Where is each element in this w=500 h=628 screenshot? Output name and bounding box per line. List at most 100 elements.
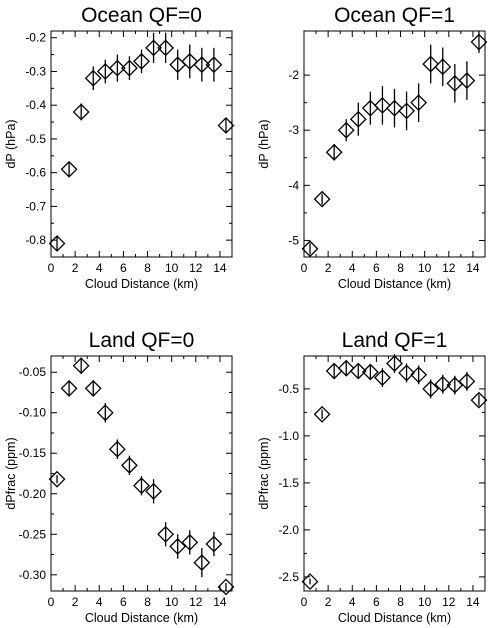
x-tick-label: 12 (442, 595, 456, 609)
y-tick-label: -0.4 (25, 98, 46, 112)
data-point (72, 103, 90, 121)
x-tick-label: 2 (325, 595, 332, 609)
data-point (386, 99, 403, 117)
chart-title: Ocean QF=0 (81, 4, 202, 27)
data-point (145, 482, 162, 500)
data-point (60, 379, 78, 397)
y-tick-label: -0.3 (25, 64, 46, 78)
plot-frame (50, 30, 233, 258)
plot-frame (303, 355, 486, 592)
y-axis-label: dP (hPa) (4, 119, 18, 168)
data-point (169, 538, 187, 555)
x-tick-label: 14 (213, 261, 227, 275)
data-point (458, 372, 476, 390)
data-point (48, 235, 66, 252)
x-tick-label: 12 (189, 595, 203, 609)
x-tick-label: 6 (120, 261, 127, 275)
chart-panel-3: Land QF=0 0 2 4 6 8 10 12 14 -0.30 -0.25 -0.20 -0.15… (4, 329, 235, 625)
data-point (386, 355, 403, 372)
y-tick-label: -0.10 (19, 406, 47, 420)
data-point (301, 573, 319, 591)
data-point (84, 379, 102, 397)
x-tick-label: 4 (96, 595, 103, 609)
y-tick-label: -4 (288, 178, 299, 192)
data-point (410, 366, 428, 384)
y-tick-label: -0.7 (25, 199, 46, 213)
x-axis-label: Cloud Distance (km) (85, 611, 198, 625)
chart-panel-2: Ocean QF=1 0 2 4 6 8 10 12 14 -5 -4 -3 -2 Cloud Dista… (257, 4, 488, 291)
data-point (470, 391, 488, 409)
data-point (337, 121, 355, 139)
x-tick-label: 8 (397, 261, 404, 275)
data-point (374, 96, 391, 114)
x-tick-label: 4 (96, 261, 103, 275)
data-point (325, 143, 343, 161)
data-point (48, 470, 66, 488)
data-point (193, 56, 211, 74)
chart-panel-4: Land QF=1 0 2 4 6 8 10 12 14 -2.5 -2.0 -1.5 -1.0 -0.5… (257, 329, 488, 625)
y-tick-label: -0.05 (19, 365, 47, 379)
data-point (205, 56, 223, 74)
x-axis-label: Cloud Distance (km) (85, 277, 198, 291)
y-axis-label: dPfrac (ppm) (4, 437, 18, 509)
data-point (96, 404, 114, 422)
data-point (72, 357, 90, 375)
data-point (217, 117, 235, 134)
x-tick-label: 4 (349, 261, 356, 275)
data-point (422, 55, 440, 73)
plot-frame (50, 355, 233, 592)
y-tick-label: -0.15 (19, 446, 47, 460)
y-tick-label: -0.8 (25, 233, 46, 247)
x-tick-label: 14 (466, 595, 480, 609)
y-tick-label: -0.20 (19, 487, 47, 501)
y-tick-label: -5 (288, 233, 299, 247)
x-tick-label: 2 (325, 261, 332, 275)
data-point (470, 33, 488, 51)
x-tick-label: 10 (418, 595, 432, 609)
data-point (398, 102, 415, 120)
data-point (313, 405, 331, 423)
y-tick-label: -1.5 (278, 476, 299, 490)
data-point (313, 190, 331, 208)
data-point (337, 359, 355, 377)
x-tick-label: 2 (72, 261, 79, 275)
data-point (193, 554, 211, 572)
x-tick-label: 14 (466, 261, 480, 275)
data-point (84, 69, 102, 87)
x-axis-label: Cloud Distance (km) (338, 611, 451, 625)
data-point (181, 52, 199, 70)
data-point (349, 362, 367, 380)
x-tick-label: 2 (72, 595, 79, 609)
data-point (133, 52, 150, 70)
chart-title: Land QF=1 (342, 329, 448, 352)
data-point (145, 39, 162, 57)
x-tick-label: 0 (301, 595, 308, 609)
data-point (108, 59, 126, 77)
y-tick-label: -3 (288, 123, 299, 137)
x-tick-label: 10 (418, 261, 432, 275)
data-point (205, 535, 223, 553)
x-tick-label: 14 (213, 595, 227, 609)
data-point (349, 110, 367, 128)
data-point (121, 456, 138, 474)
y-tick-label: -2 (288, 68, 299, 82)
data-point (121, 59, 138, 77)
x-tick-label: 8 (144, 261, 151, 275)
x-tick-label: 8 (144, 595, 151, 609)
y-tick-label: -0.30 (19, 568, 47, 582)
data-point (60, 160, 78, 178)
x-tick-label: 10 (165, 261, 179, 275)
chart-title: Ocean QF=1 (334, 4, 455, 27)
x-tick-label: 12 (189, 261, 203, 275)
y-tick-label: -0.5 (25, 132, 46, 146)
x-tick-label: 8 (397, 595, 404, 609)
x-tick-label: 6 (373, 261, 380, 275)
y-axis-label: dP (hPa) (257, 119, 271, 168)
data-point (157, 39, 175, 57)
data-point (217, 578, 235, 596)
x-tick-label: 0 (48, 595, 55, 609)
data-point (133, 477, 150, 495)
x-tick-label: 4 (349, 595, 356, 609)
data-point (434, 375, 452, 393)
